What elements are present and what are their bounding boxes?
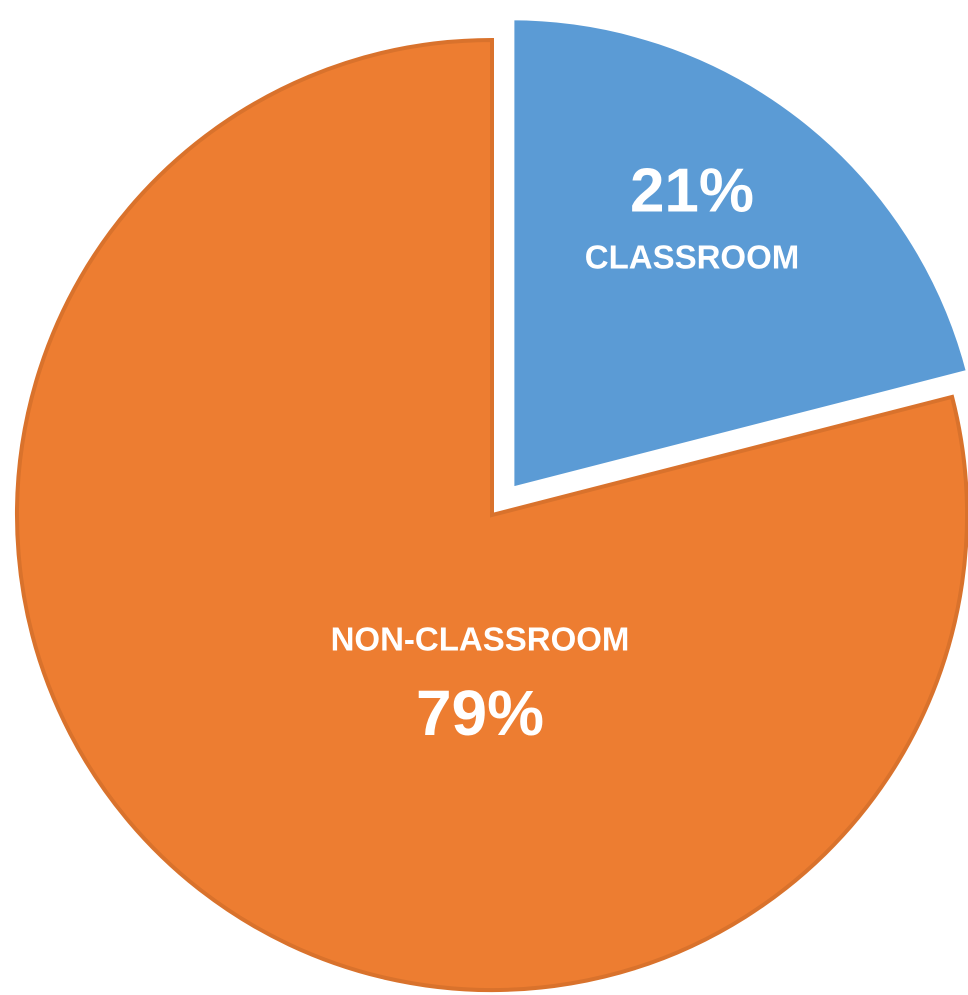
category-label: CLASSROOM	[585, 239, 800, 276]
category-label: NON-CLASSROOM	[331, 621, 630, 658]
pie-slice	[15, 37, 968, 992]
pie-slice	[506, 12, 968, 497]
value-label: 79%	[416, 677, 544, 749]
value-label: 21%	[630, 156, 754, 225]
